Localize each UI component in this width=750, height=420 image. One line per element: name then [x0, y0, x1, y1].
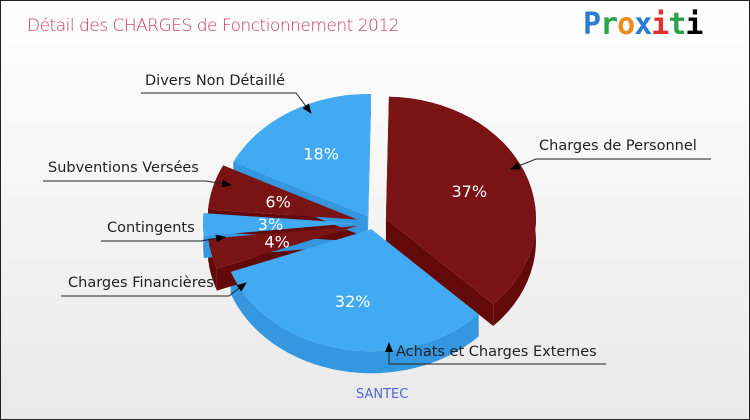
slice-subventions-vers-es: [208, 165, 358, 220]
leader-line-2: [61, 282, 247, 297]
proxiti-logo: Proxiti: [583, 7, 703, 42]
slice-contingents: [203, 213, 354, 237]
label-charges-financieres: Charges Financières: [68, 275, 214, 291]
leader-line-5: [141, 92, 312, 114]
slice-charges-financi-res: [208, 225, 358, 269]
pct-label-4: 6%: [265, 193, 290, 212]
slice-divers-non-d-taill-: [233, 94, 371, 217]
slice-side-0: [385, 218, 494, 327]
footer-commune: SANTEC: [356, 387, 409, 402]
slice-achats-et-charges-externes: [230, 229, 479, 352]
pct-label-0: 37%: [451, 182, 487, 201]
pct-label-1: 32%: [335, 292, 371, 311]
pct-label-3: 3%: [258, 215, 283, 234]
slice-side-5: [367, 94, 371, 239]
pct-label-2: 4%: [264, 232, 289, 251]
leader-line-3: [101, 234, 226, 243]
leader-line-4: [43, 179, 232, 188]
label-subventions-versees: Subventions Versées: [48, 160, 199, 176]
pct-label-5: 18%: [303, 145, 339, 164]
chart-title: Détail des CHARGES de Fonctionnement 201…: [27, 16, 399, 36]
slice-charges-de-personnel: [385, 96, 536, 305]
slice-wall-1: [230, 271, 479, 374]
label-divers-non-detaille: Divers Non Détaillé: [145, 73, 286, 89]
label-contingents: Contingents: [107, 220, 195, 236]
leader-line-1: [385, 342, 606, 365]
leader-line-0: [510, 158, 711, 170]
label-achats-charges-externes: Achats et Charges Externes: [396, 344, 597, 360]
label-charges-personnel: Charges de Personnel: [539, 138, 697, 154]
